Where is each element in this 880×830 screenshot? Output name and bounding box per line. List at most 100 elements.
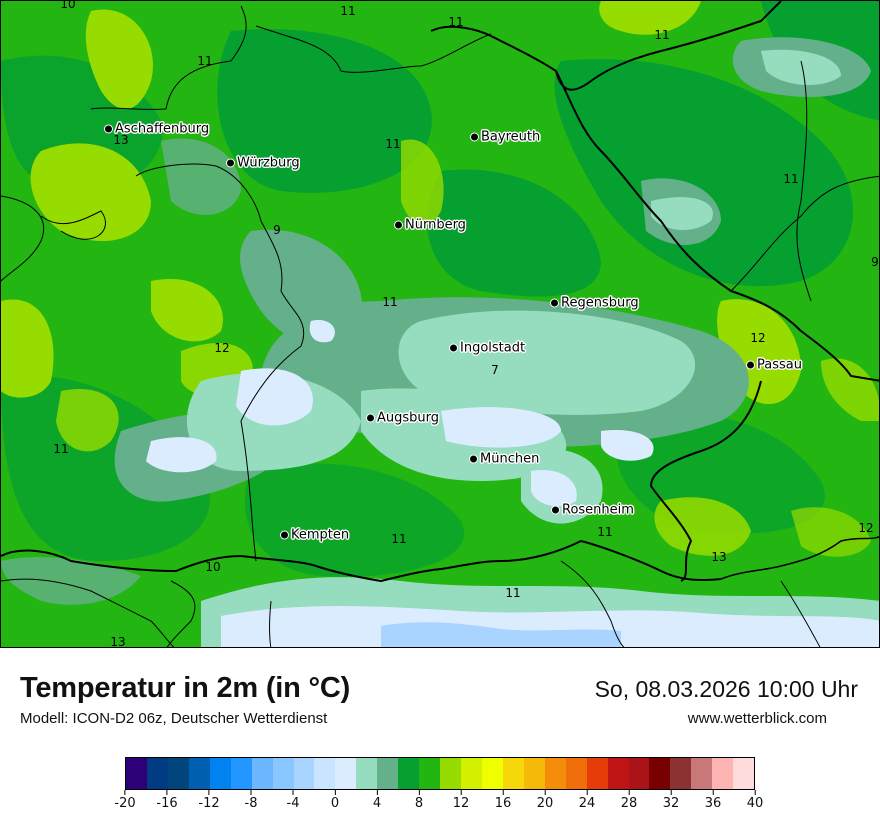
city-dot-icon [366, 413, 375, 423]
legend-color-swatch [565, 758, 587, 789]
contour-label: 11 [382, 295, 398, 309]
website-link[interactable]: www.wetterblick.com [687, 710, 827, 727]
city-dot-icon [550, 298, 559, 308]
legend-tick: 4 [373, 790, 381, 811]
city-dot-icon [551, 505, 560, 515]
model-info: Modell: ICON-D2 06z, Deutscher Wetterdie… [20, 710, 328, 727]
legend-color-swatch [272, 758, 294, 789]
city-name: Regensburg [561, 295, 639, 311]
legend-color-swatch [628, 758, 650, 789]
city-dot-icon [449, 343, 458, 353]
tick-mark [754, 790, 756, 795]
city-marker: Kempten [280, 528, 349, 543]
temperature-map: Aschaffenburg Würzburg Bayreuth Nürnberg Reg… [0, 0, 880, 648]
legend-color-swatch [461, 758, 482, 789]
legend-tick: 16 [494, 790, 512, 811]
legend-color-swatch [523, 758, 545, 789]
city-marker: Ingolstadt [449, 341, 525, 356]
city-name: Würzburg [237, 155, 300, 171]
tick-label: 8 [414, 796, 424, 811]
legend-color-swatch [419, 758, 441, 789]
contour-label: 10 [60, 0, 76, 11]
legend-color-swatch [251, 758, 273, 789]
legend-tick: 32 [662, 790, 680, 811]
tick-label: -20 [114, 796, 136, 811]
contour-label: 11 [53, 442, 69, 456]
legend-tick: 24 [578, 790, 596, 811]
contour-label: 13 [110, 635, 126, 648]
legend-tick: 20 [536, 790, 554, 811]
legend-color-swatch [209, 758, 231, 789]
tick-label: 32 [662, 796, 680, 811]
tick-label: 4 [372, 796, 382, 811]
city-dot-icon [226, 158, 235, 168]
forecast-datetime: So, 08.03.2026 10:00 Uhr [594, 676, 858, 702]
city-marker: Würzburg [226, 156, 300, 171]
contour-label: 7 [491, 363, 499, 377]
contour-label: 11 [448, 15, 464, 29]
legend-color-swatch [544, 758, 566, 789]
contour-label: 13 [113, 133, 129, 147]
tick-label: 28 [620, 796, 638, 811]
city-marker: Regensburg [550, 296, 639, 311]
contour-label: 9 [273, 223, 281, 237]
legend-tick: 12 [452, 790, 470, 811]
tick-label: 12 [452, 796, 470, 811]
contour-label: 11 [505, 586, 521, 600]
legend-color-swatch [502, 758, 524, 789]
city-name: Rosenheim [562, 502, 634, 518]
city-name: Aschaffenburg [115, 121, 210, 137]
legend-tick: 36 [705, 790, 721, 811]
legend-tick: 28 [620, 790, 638, 811]
contour-label: 11 [391, 532, 407, 546]
city-dot-icon [746, 360, 755, 370]
color-legend [125, 757, 755, 790]
tick-mark [334, 790, 336, 795]
tick-mark [586, 790, 588, 795]
tick-mark [376, 790, 378, 795]
legend-tick: 8 [415, 790, 423, 811]
legend-color-swatch [167, 758, 189, 789]
legend-tick: 40 [747, 790, 763, 811]
legend-color-swatch [586, 758, 608, 789]
legend-color-swatch [398, 758, 420, 789]
city-marker: Rosenheim [551, 503, 634, 518]
city-name: München [480, 451, 540, 467]
city-marker: Aschaffenburg [104, 122, 209, 137]
legend-color-swatch [188, 758, 210, 789]
legend-color-swatch [314, 758, 336, 789]
tick-mark [712, 790, 714, 795]
city-name: Bayreuth [481, 129, 541, 145]
legend-color-swatch [146, 758, 168, 789]
city-name: Kempten [291, 527, 350, 543]
city-dot-icon [280, 530, 289, 540]
tick-label: -16 [156, 796, 178, 811]
city-name: Ingolstadt [460, 340, 526, 356]
legend-color-swatch [356, 758, 378, 789]
legend-ticks: -20 -16 -12 -8 -4 0 4 8 12 16 20 24 28 32 36 40 [114, 790, 763, 820]
city-marker: Augsburg [366, 411, 439, 426]
map-title: Temperatur in 2m (in °C) [20, 672, 351, 704]
city-marker: Nürnberg [394, 218, 466, 233]
tick-label: 24 [578, 796, 596, 811]
legend-color-swatch [230, 758, 252, 789]
contour-label: 11 [385, 137, 401, 151]
legend-color-swatch [670, 758, 692, 789]
tick-mark [250, 790, 252, 795]
legend-color-swatch [649, 758, 671, 789]
legend-tick: -8 [245, 790, 257, 811]
tick-label: 0 [330, 796, 340, 811]
legend-color-swatch [126, 758, 147, 789]
legend-color-swatch [733, 758, 755, 789]
legend-color-swatch [712, 758, 734, 789]
city-name: Nürnberg [405, 217, 466, 233]
tick-label: 16 [494, 796, 512, 811]
city-marker: Passau [746, 358, 802, 373]
tick-label: 20 [536, 796, 554, 811]
city-marker: München [469, 452, 539, 467]
tick-mark [418, 790, 420, 795]
legend-tick: 0 [331, 790, 339, 811]
contour-label: 12 [858, 521, 874, 535]
tick-mark [628, 790, 630, 795]
contour-label: 11 [197, 54, 213, 68]
